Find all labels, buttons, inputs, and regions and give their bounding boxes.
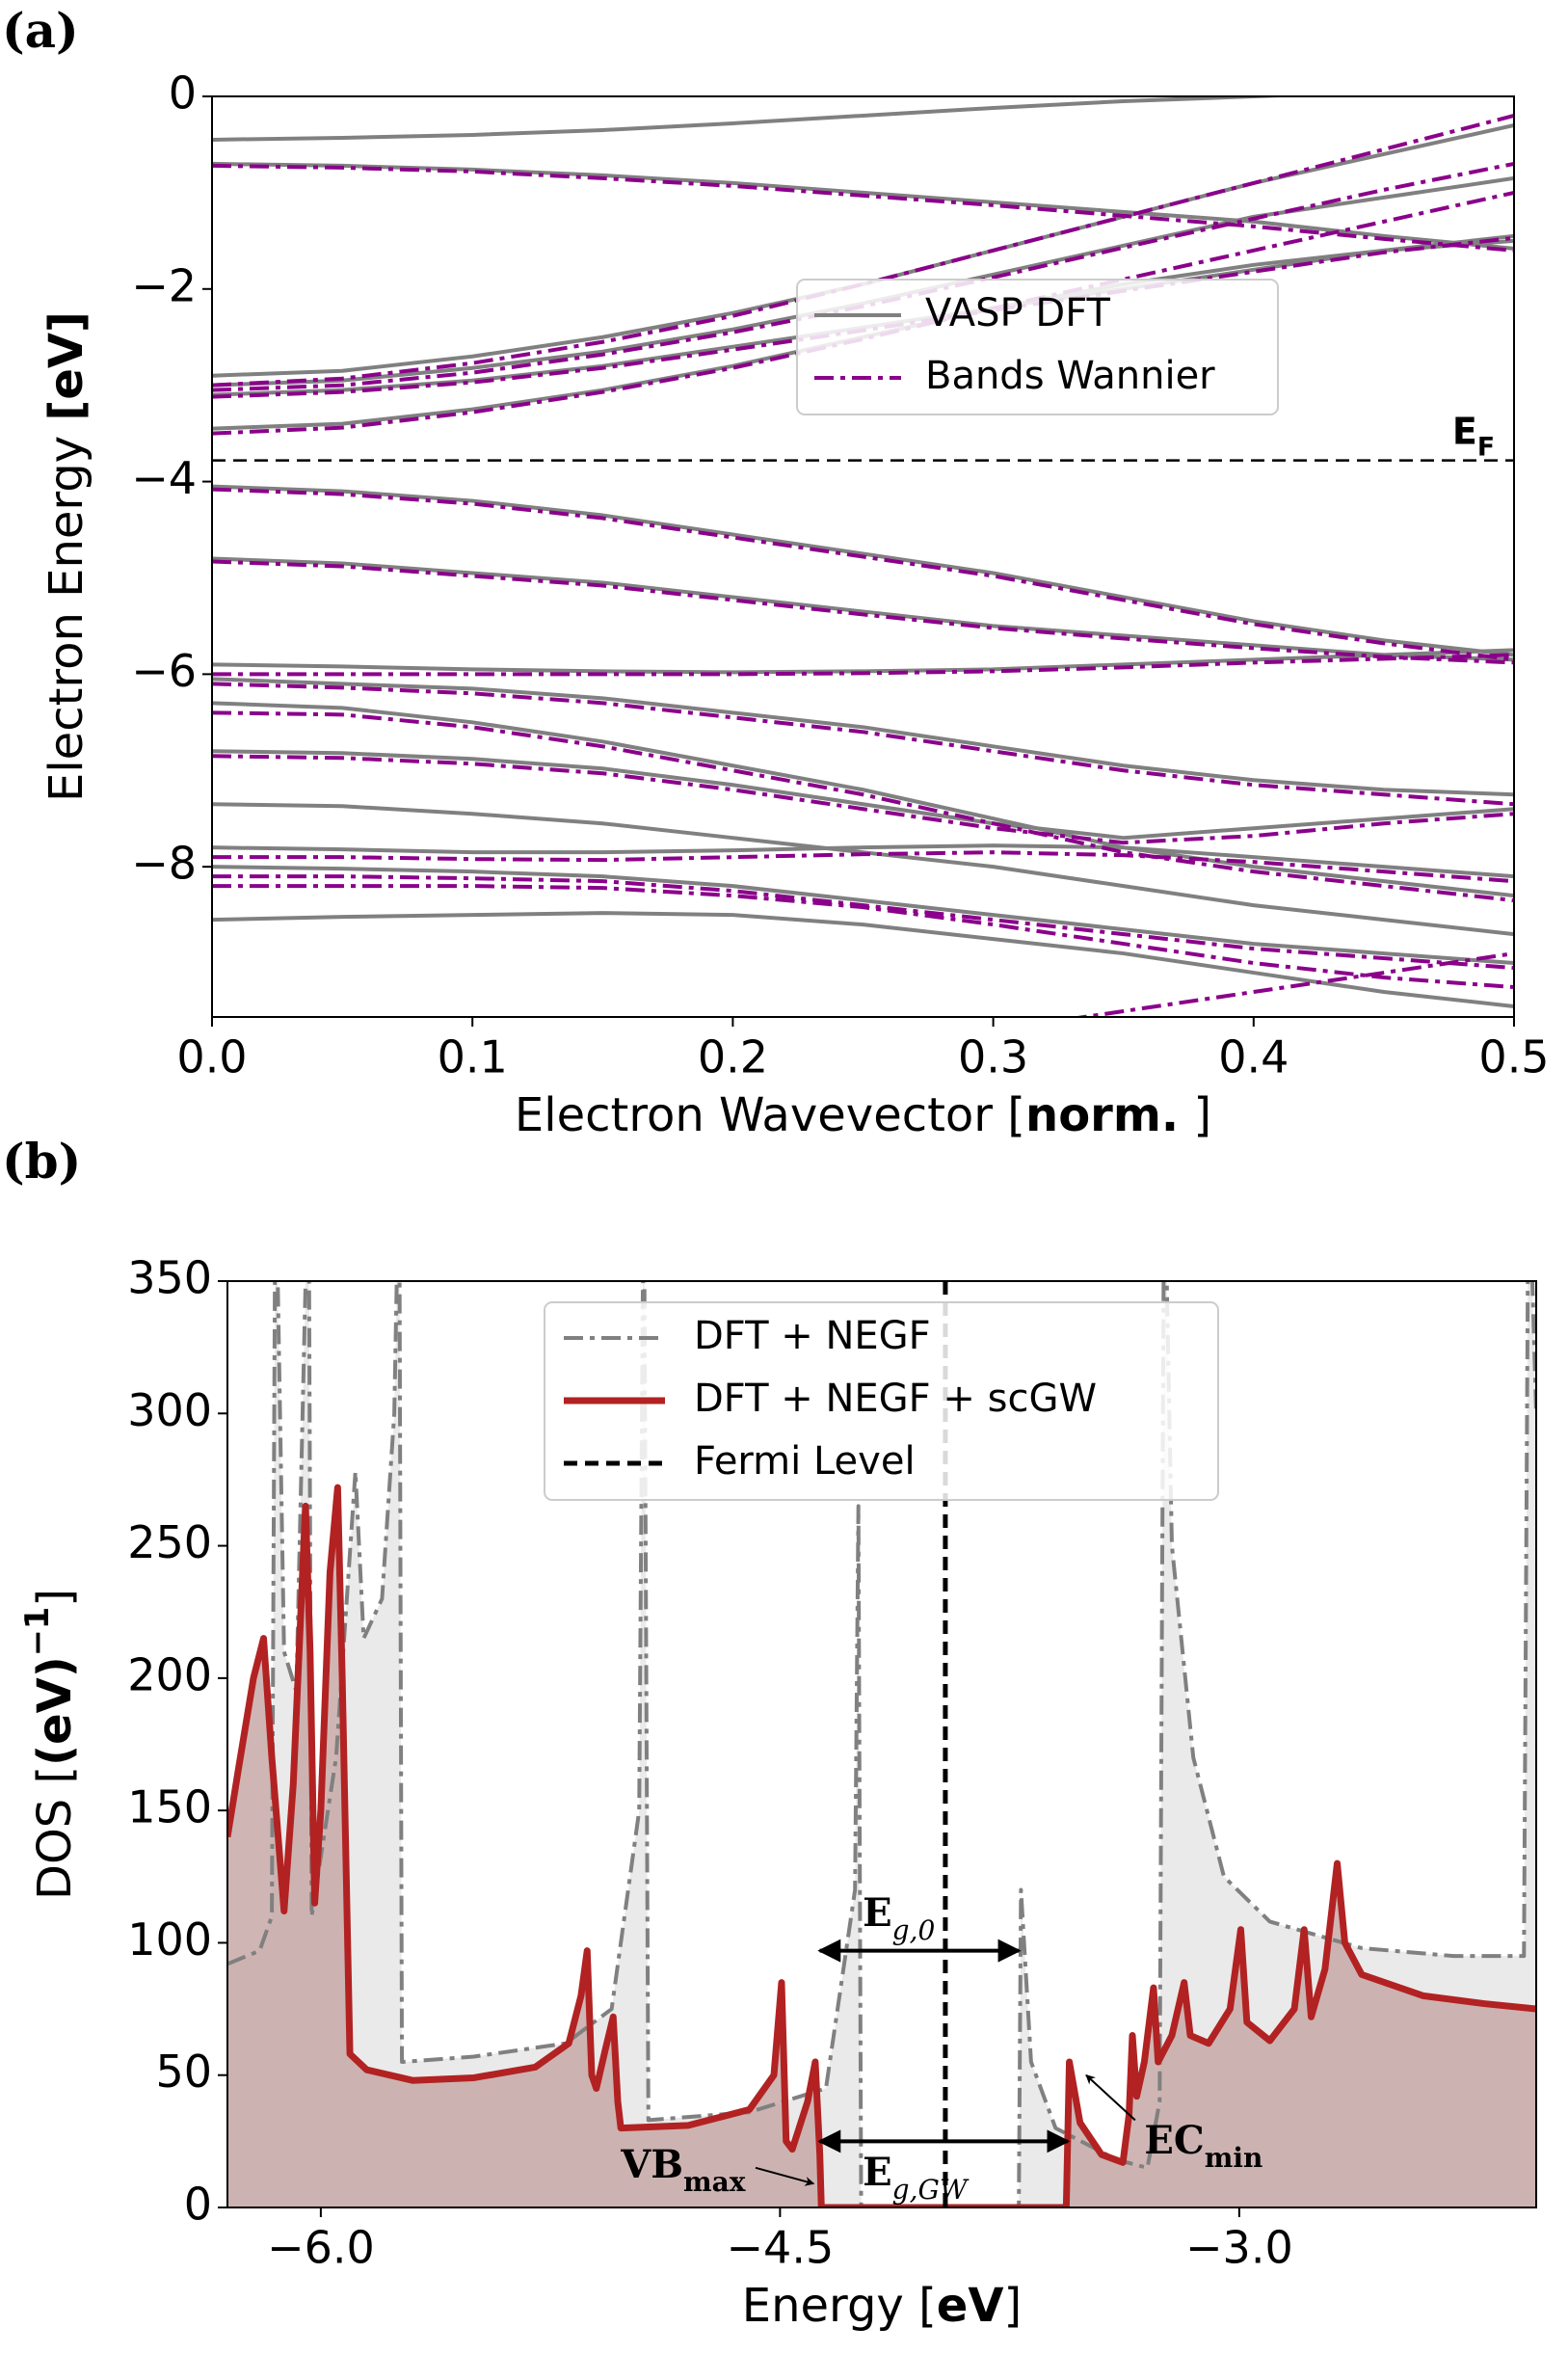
dos-line <box>227 1484 1536 2207</box>
y-tick-label: 300 <box>127 1384 212 1436</box>
annotation-part: g,GW <box>892 2174 970 2206</box>
axes-frame <box>211 95 1515 1018</box>
band-line <box>212 559 1514 665</box>
area-fill <box>227 1281 1536 2207</box>
y-axis-label: DOS [(eV)−1] <box>18 1589 82 1900</box>
band-line <box>1071 951 1514 1017</box>
x-tick-label: −3.0 <box>1185 2222 1293 2274</box>
annotation-part: VB <box>620 2142 683 2187</box>
x-axis-label-part: eV <box>937 2279 1004 2333</box>
x-axis-label-part: ] <box>1004 2279 1023 2333</box>
area-fill <box>227 1487 1536 2207</box>
annotation: Eg,0 <box>863 1890 935 1946</box>
panel-label: (a) <box>2 2 79 59</box>
y-tick-label: −6 <box>131 645 197 697</box>
band-line <box>212 874 1514 971</box>
legend-label: Bands Wannier <box>925 354 1215 398</box>
x-axis-label: Electron Wavevector [norm. ] <box>515 1088 1211 1142</box>
annotation: VBmax <box>620 2142 746 2198</box>
x-tick-label: 0.1 <box>438 1031 508 1083</box>
band-line <box>212 677 1514 797</box>
annotation-part: E <box>863 2150 892 2195</box>
legend-label: VASP DFT <box>925 291 1111 335</box>
band-line <box>212 865 1514 966</box>
x-tick-label: 0.4 <box>1218 1031 1289 1083</box>
band-line <box>212 556 1514 662</box>
band-line <box>212 884 1514 990</box>
band-line <box>212 701 1514 898</box>
arrow <box>755 2166 815 2186</box>
band-line <box>212 682 1514 807</box>
x-axis-label-part: ] <box>1179 1088 1211 1142</box>
annotation-part: max <box>683 2166 746 2198</box>
band-line <box>212 163 1514 253</box>
y-axis-label-part: [eV] <box>40 311 93 421</box>
axes-frame <box>226 1280 1537 2208</box>
y-tick-label: −8 <box>131 838 197 890</box>
band-line <box>212 843 1514 879</box>
x-tick-label: 0.0 <box>176 1031 247 1083</box>
band-line <box>212 850 1514 884</box>
y-tick-label: 350 <box>127 1252 212 1304</box>
x-tick-label: 0.3 <box>958 1031 1028 1083</box>
x-tick-label: 0.2 <box>698 1031 768 1083</box>
plot-area <box>212 96 1514 1017</box>
band-line <box>212 96 1306 142</box>
annotation-part: min <box>1205 2142 1263 2174</box>
band-line <box>212 911 1514 1008</box>
y-tick-label: −2 <box>131 259 197 311</box>
band-line <box>212 114 1514 388</box>
legend-label: DFT + NEGF + scGW <box>694 1377 1097 1421</box>
arrow <box>1085 2073 1136 2122</box>
band-line <box>212 754 1514 845</box>
fermi-label: EF <box>1452 410 1495 463</box>
y-tick-label: 150 <box>127 1781 212 1833</box>
y-axis-label-part: DOS [ <box>28 1766 82 1900</box>
band-line <box>212 487 1514 662</box>
y-tick-label: 0 <box>169 67 197 120</box>
band-line <box>212 749 1514 841</box>
band-line <box>212 484 1514 657</box>
x-axis-label-part: Electron Wavevector [ <box>515 1088 1025 1142</box>
legend-box <box>544 1301 1219 1501</box>
band-line <box>212 653 1514 677</box>
x-tick-label: −6.0 <box>267 2222 375 2274</box>
y-tick-label: 0 <box>184 2179 212 2231</box>
y-axis-label: Electron Energy [eV] <box>40 311 93 802</box>
annotation-part: EC <box>1144 2118 1204 2163</box>
panel-label: (b) <box>2 1133 81 1190</box>
fermi-label-part: E <box>1452 410 1477 452</box>
x-axis-label: Energy [eV] <box>742 2279 1022 2333</box>
annotation-part: g,0 <box>892 1914 936 1946</box>
y-tick-label: 250 <box>127 1516 212 1568</box>
y-tick-label: 200 <box>127 1648 212 1700</box>
y-axis-label-part: (eV) <box>28 1656 82 1766</box>
y-axis-label-part: −1 <box>18 1607 56 1657</box>
y-axis-label-part: ] <box>28 1589 82 1607</box>
fermi-label-part: F <box>1477 433 1495 463</box>
legend-box <box>796 279 1279 415</box>
x-tick-label: 0.5 <box>1478 1031 1549 1083</box>
annotation: Eg,GW <box>863 2150 970 2206</box>
x-axis-label-part: Energy [ <box>742 2279 937 2333</box>
x-axis-label-part: norm. <box>1025 1088 1179 1142</box>
y-tick-label: 50 <box>155 2046 212 2098</box>
x-tick-label: −4.5 <box>727 2222 835 2274</box>
legend-label: Fermi Level <box>694 1439 916 1484</box>
y-tick-label: 100 <box>127 1913 212 1966</box>
band-line <box>212 190 1514 436</box>
legend-label: DFT + NEGF <box>694 1314 931 1358</box>
annotation: ECmin <box>1144 2118 1262 2174</box>
y-axis-label-part: Electron Energy <box>40 421 93 802</box>
band-line <box>212 710 1514 903</box>
y-tick-label: −4 <box>131 452 197 504</box>
annotation-part: E <box>863 1890 892 1936</box>
